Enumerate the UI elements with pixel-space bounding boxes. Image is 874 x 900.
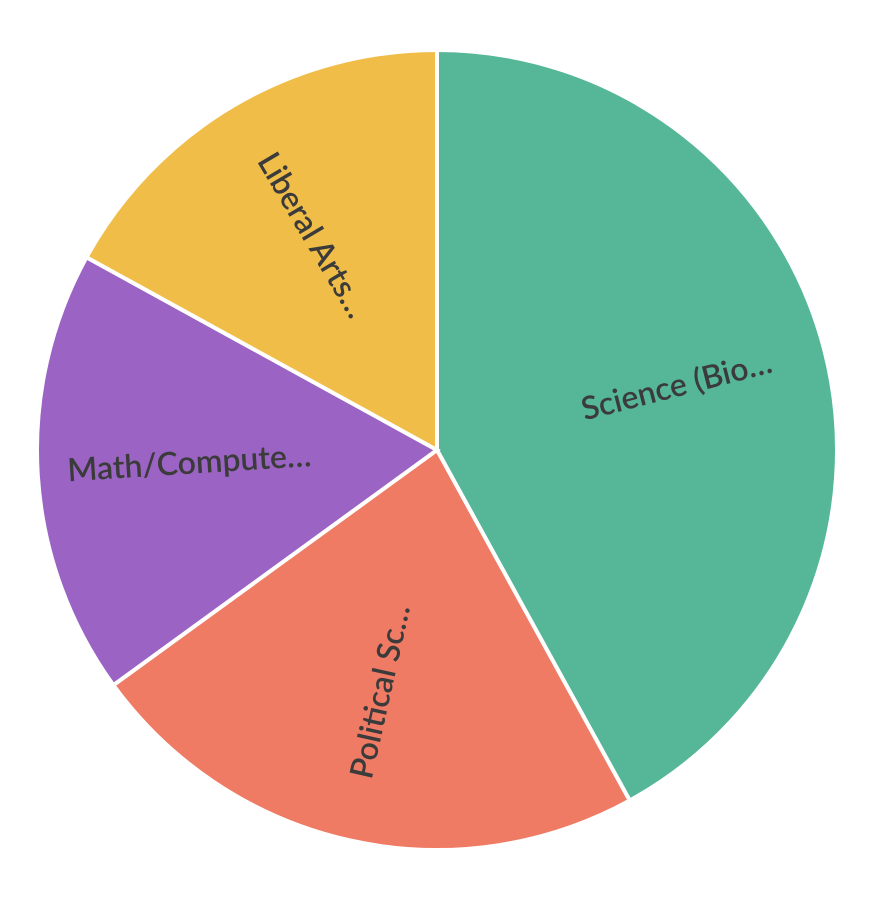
- pie-chart-container: Science (Bio…Political Sc…Math/Compute…L…: [0, 0, 874, 900]
- pie-chart: Science (Bio…Political Sc…Math/Compute…L…: [0, 0, 874, 900]
